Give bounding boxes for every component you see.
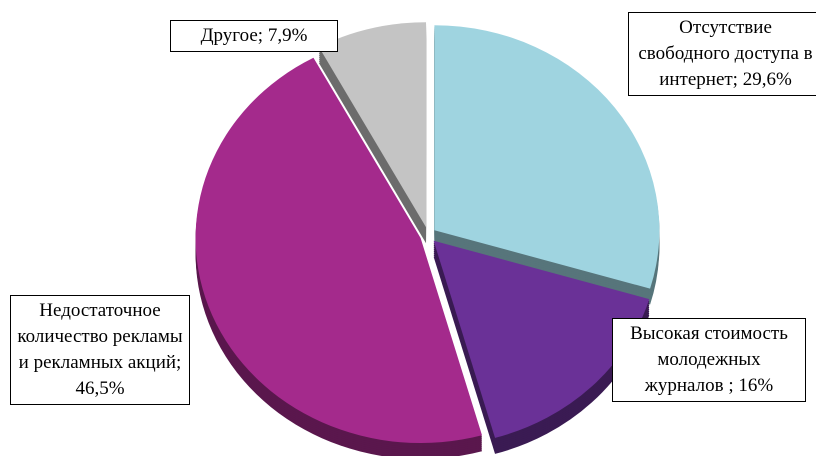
slice — [434, 25, 660, 289]
data-label: Высокая стоимость молодежных журналов ; … — [612, 318, 806, 402]
slice — [433, 240, 650, 438]
slice — [195, 57, 483, 444]
data-label: Отсутствие свободного доступа в интернет… — [628, 12, 816, 96]
data-label: Другое; 7,9% — [170, 20, 338, 52]
slice — [318, 22, 427, 228]
data-label: Недостаточное количество рекламы и рекла… — [10, 295, 190, 405]
